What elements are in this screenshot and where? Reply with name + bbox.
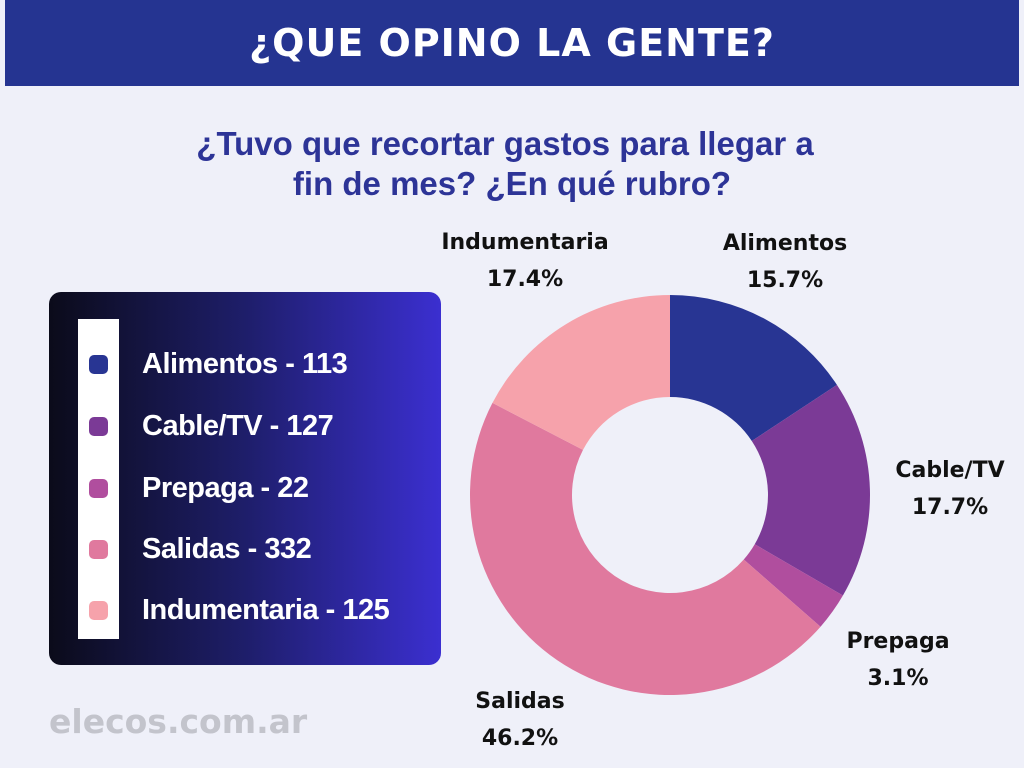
donut-slice-salidas: [469, 402, 821, 695]
legend-item-alimentos: Alimentos - 113: [89, 344, 348, 384]
slice-label-percent: 17.7%: [912, 495, 988, 520]
legend-item-salidas: Salidas - 332: [89, 529, 312, 569]
slice-label-percent: 46.2%: [482, 726, 558, 751]
survey-question: ¿Tuvo que recortar gastos para llegar a …: [0, 124, 1024, 204]
site-watermark: elecos.com.ar: [49, 702, 308, 741]
slice-label-name: Alimentos: [723, 231, 847, 256]
slice-label-name: Prepaga: [846, 629, 949, 654]
donut-slice-cable-tv: [751, 384, 870, 596]
slice-label-percent: 17.4%: [487, 267, 563, 292]
legend-swatch: [89, 600, 108, 620]
legend-card: Alimentos - 113 Cable/TV - 127 Prepaga -…: [49, 292, 441, 665]
header-banner: ¿QUE OPINO LA GENTE?: [5, 0, 1019, 86]
slice-label-percent: 3.1%: [867, 666, 928, 691]
legend-swatch: [89, 416, 108, 436]
slice-label-name: Cable/TV: [895, 458, 1004, 483]
legend-item-indumentaria: Indumentaria - 125: [89, 590, 390, 630]
slice-label-percent: 15.7%: [747, 268, 823, 293]
legend-item-cable-tv: Cable/TV - 127: [89, 406, 334, 446]
donut-slice-alimentos: [670, 295, 837, 442]
legend-swatch: [89, 354, 108, 374]
legend-swatch: [89, 478, 108, 498]
donut-slice-indumentaria: [492, 295, 670, 450]
question-line-2: fin de mes? ¿En qué rubro?: [292, 165, 732, 202]
question-line-1: ¿Tuvo que recortar gastos para llegar a: [196, 125, 814, 162]
donut-slice-prepaga: [743, 544, 843, 627]
page-title: ¿QUE OPINO LA GENTE?: [249, 21, 775, 65]
slice-label-name: Salidas: [475, 689, 564, 714]
legend-swatch: [89, 539, 108, 559]
slice-label-name: Indumentaria: [441, 230, 608, 255]
legend-item-prepaga: Prepaga - 22: [89, 468, 309, 508]
legend-label: Alimentos - 113: [142, 347, 348, 380]
legend-label: Salidas - 332: [142, 532, 312, 565]
legend-label: Prepaga - 22: [142, 471, 309, 504]
legend-label: Indumentaria - 125: [142, 593, 390, 626]
legend-label: Cable/TV - 127: [142, 409, 334, 442]
